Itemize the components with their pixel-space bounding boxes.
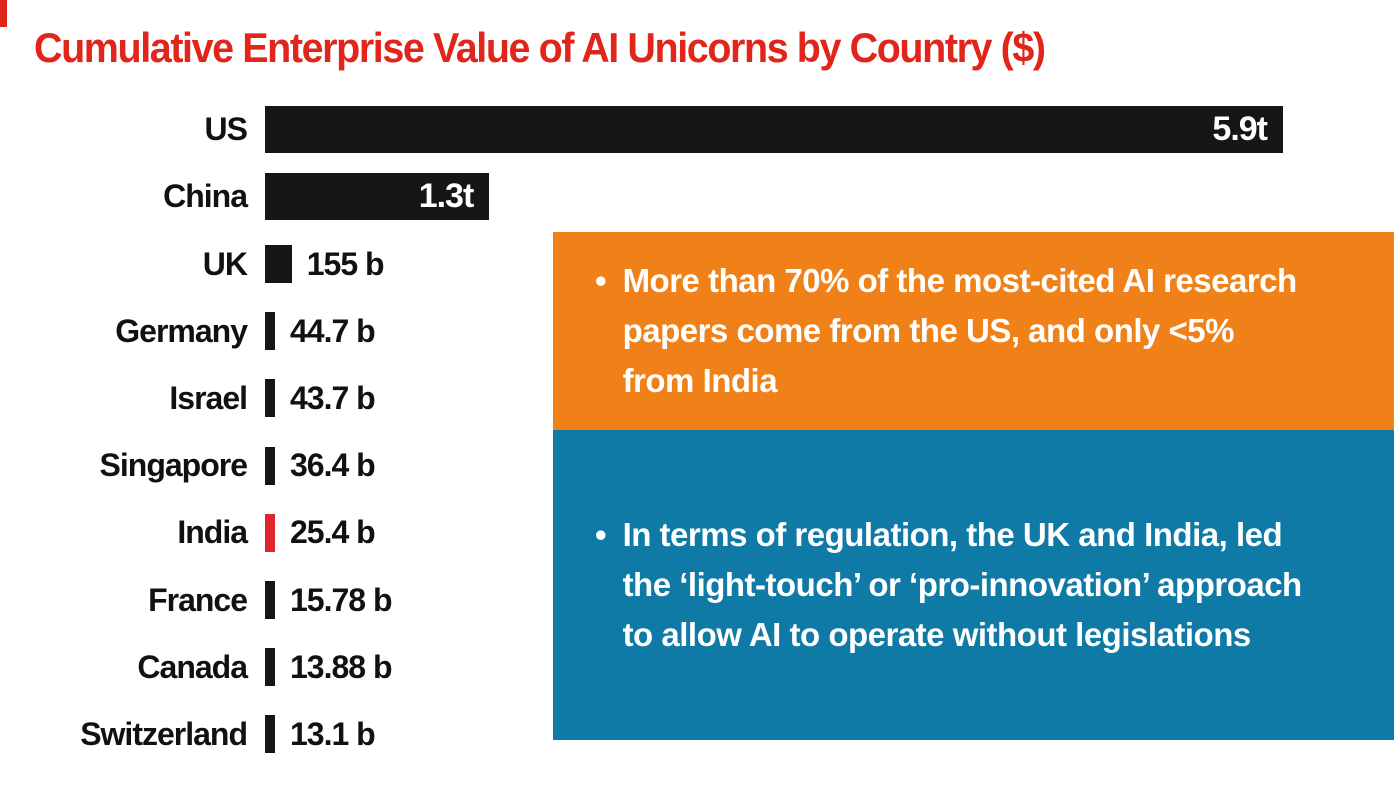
bar-value-label: 44.7 b [290,312,376,349]
bar-track: 13.1 b [265,701,1394,768]
bar [265,715,275,754]
bar: 5.9t [265,106,1283,154]
bar [265,245,292,283]
category-label: US [204,111,248,148]
bar-track: 15.78 b [265,566,1394,633]
bar-row: US 5.9t [0,96,1394,163]
bar-row: China 1.3t [0,163,1394,230]
category-label: Singapore [99,447,248,484]
bar-value-label: 36.4 b [290,447,376,484]
bar-track: 13.88 b [265,634,1394,701]
bar-track: 5.9t [265,96,1394,163]
bar-row: Israel 43.7 b [0,365,1394,432]
bar-value-label: 13.88 b [290,648,393,685]
bar-chart: US 5.9t China 1.3t UK 155 b German [0,96,1394,768]
callout-blue-text: In terms of regulation, the UK and India… [622,515,1303,654]
bar-track: 155 b [265,230,1394,297]
bar-row: Germany 44.7 b [0,298,1394,365]
bar-track: 36.4 b [265,432,1394,499]
callout-blue: • In terms of regulation, the UK and Ind… [553,430,1394,740]
category-label: France [148,581,248,618]
bar-value-label: 25.4 b [290,514,376,551]
bar [265,446,275,485]
bar [265,581,275,620]
bar-track: 43.7 b [265,365,1394,432]
bar-row: India 25.4 b [0,499,1394,566]
bar-row: Singapore 36.4 b [0,432,1394,499]
bar-value-inside: 5.9t [1212,110,1268,149]
red-corner-mark [0,0,7,27]
callout-orange-text: More than 70% of the most-cited AI resea… [622,261,1298,400]
bar [265,312,275,351]
bar: 1.3t [265,173,490,221]
category-label: Germany [115,312,248,349]
category-label: UK [202,245,248,282]
bar-track: 44.7 b [265,298,1394,365]
category-label: Canada [137,648,248,685]
bar-value-label: 43.7 b [290,379,376,416]
bar-row: France 15.78 b [0,566,1394,633]
chart-title: Cumulative Enterprise Value of AI Unicor… [34,24,1046,71]
bar-row: Canada 13.88 b [0,634,1394,701]
category-label: India [177,514,248,551]
bar-value-label: 15.78 b [290,581,393,618]
bullet-icon: • [595,515,607,553]
bar [265,379,275,418]
category-label: China [163,178,248,215]
bar-row: Switzerland 13.1 b [0,701,1394,768]
bar-value-label: 155 b [306,245,385,282]
category-label: Israel [169,379,248,416]
bar-value-label: 13.1 b [290,715,376,752]
callout-orange: • More than 70% of the most-cited AI res… [553,232,1394,430]
bar-row: UK 155 b [0,230,1394,297]
bar-highlighted [265,513,275,552]
bullet-icon: • [595,261,607,299]
bar-value-inside: 1.3t [418,177,475,216]
bar [265,648,275,687]
bar-track: 25.4 b [265,499,1394,566]
bar-track: 1.3t [265,163,1394,230]
category-label: Switzerland [80,715,248,752]
